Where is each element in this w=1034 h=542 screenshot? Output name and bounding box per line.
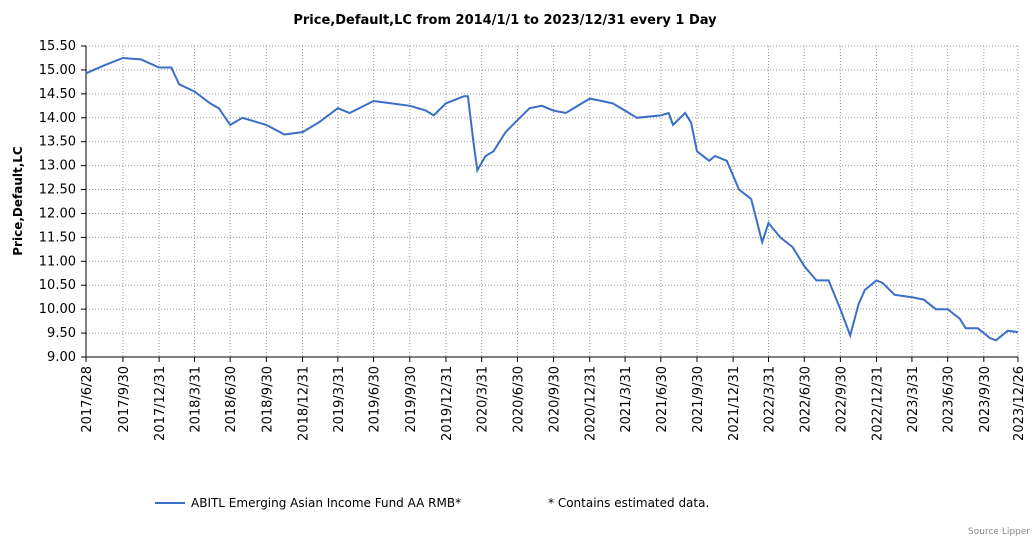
x-tick-label: 2017/9/30: [117, 366, 132, 433]
x-tick-label: 2021/3/31: [619, 366, 634, 433]
x-tick-label: 2019/12/31: [440, 366, 455, 441]
source: Source Lipper: [968, 527, 1030, 537]
y-tick-label: 10.50: [39, 278, 76, 293]
y-tick-label: 13.50: [39, 135, 76, 150]
line: [85, 56, 1019, 342]
y-tick-label: 12.00: [39, 206, 76, 221]
x-tick-label: 2021/9/30: [691, 366, 706, 433]
y-tick-label: 9.00: [47, 350, 76, 365]
x-tick-label: 2018/6/30: [224, 366, 239, 433]
x-tick-label: 2018/9/30: [260, 366, 275, 433]
x-tick-label: 2023/3/31: [906, 366, 921, 433]
y-tick-label: 11.50: [39, 230, 76, 245]
y-tick-label: 10.00: [39, 302, 76, 317]
y-tick-label: 14.50: [39, 87, 76, 102]
x-tick-label: 2018/12/31: [296, 366, 311, 441]
x-tick-label: 2023/12/26: [1012, 366, 1027, 441]
y-tick-label: 11.00: [39, 254, 76, 269]
x-tick-label: 2022/9/30: [834, 366, 849, 433]
x-tick-label: 2019/6/30: [368, 366, 383, 433]
x-tick-label: 2019/9/30: [404, 366, 419, 433]
x-tick-label: 2020/3/31: [476, 366, 491, 433]
x-tick-label: 2017/12/31: [153, 366, 168, 441]
x-tick-label: 2019/3/31: [332, 366, 347, 433]
x-tick-label: 2023/6/30: [942, 366, 957, 433]
y-tick-label: 9.50: [47, 326, 76, 341]
x-tick-label: 2018/3/31: [188, 366, 203, 433]
x-tick-label: 2020/6/30: [511, 366, 526, 433]
note: * Contains estimated data.: [548, 496, 709, 510]
x-tick-label: 2017/6/28: [80, 366, 95, 433]
x-tick-label: 2022/12/31: [871, 366, 886, 441]
y-axis-label: Price,Default,LC: [11, 146, 25, 256]
y-tick-label: 14.00: [39, 111, 76, 126]
x-tick-label: 2020/9/30: [548, 366, 563, 433]
y-tick-label: 15.00: [39, 63, 76, 78]
chart-title: Price,Default,LC from 2014/1/1 to 2023/1…: [293, 13, 717, 28]
y-tick-label: 12.50: [39, 183, 76, 198]
x-tick-label: 2021/6/30: [655, 366, 670, 433]
x-tick-label: 2023/9/30: [978, 366, 993, 433]
x-tick-label: 2020/12/31: [584, 366, 599, 441]
x-tick-label: 2021/12/31: [727, 366, 742, 441]
y-tick-label: 15.50: [39, 39, 76, 54]
legend-label: ABITL Emerging Asian Income Fund AA RMB*: [191, 496, 461, 510]
x-tick-label: 2022/6/30: [798, 366, 813, 433]
y-tick-label: 13.00: [39, 159, 76, 174]
x-tick-label: 2022/3/31: [762, 366, 777, 433]
